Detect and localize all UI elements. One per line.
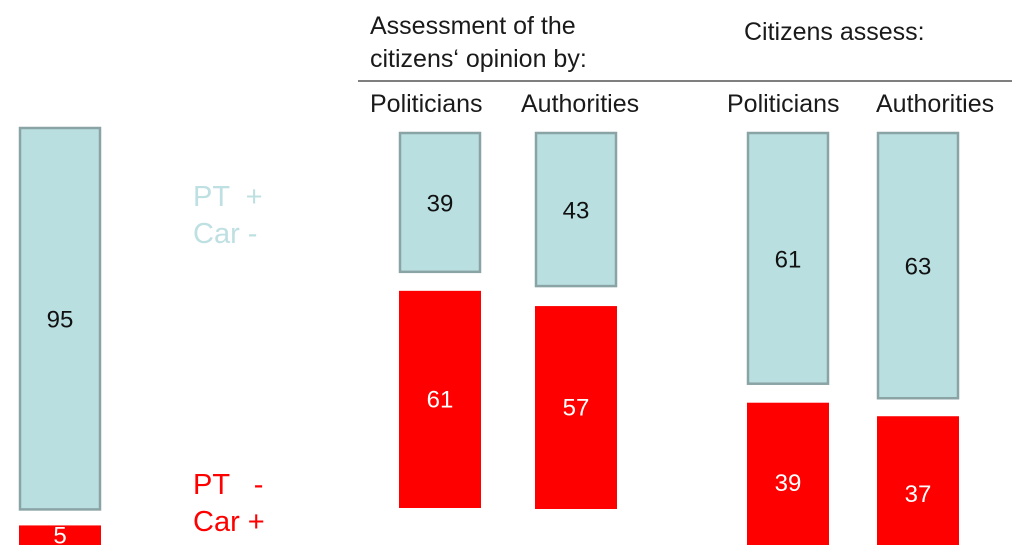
value-label-positive: 43 xyxy=(563,198,590,225)
value-label-positive: 95 xyxy=(47,307,74,334)
header-divider xyxy=(358,80,1012,82)
legend-negative-line1: PT - xyxy=(193,469,264,501)
bar-negative xyxy=(19,525,101,545)
bar-negative xyxy=(535,306,617,509)
column-label: Politicians xyxy=(370,90,483,118)
value-label-negative: 37 xyxy=(905,481,932,508)
legend-positive-line2: Car - xyxy=(193,218,258,250)
bar-negative xyxy=(399,290,481,508)
value-label-negative: 39 xyxy=(775,470,802,497)
column-label: Authorities xyxy=(521,90,640,118)
bar-positive xyxy=(398,131,482,274)
bar-positive xyxy=(534,131,618,288)
value-label-negative: 61 xyxy=(427,386,454,413)
bar-positive xyxy=(746,131,830,385)
value-label-positive: 61 xyxy=(775,246,802,273)
legend-positive-line1: PT + xyxy=(193,181,263,213)
bar-negative xyxy=(747,402,829,545)
value-label-positive: 39 xyxy=(427,190,454,217)
value-label-negative: 57 xyxy=(563,395,590,422)
value-label-negative: 5 xyxy=(53,522,66,545)
bar-positive xyxy=(18,126,102,511)
value-label-positive: 63 xyxy=(905,254,932,281)
header-citizens-assess: Citizens assess: xyxy=(744,18,925,46)
header-assessment-line2: citizens‘ opinion by: xyxy=(370,45,587,73)
column-label: Politicians xyxy=(727,90,840,118)
column-label: Authorities xyxy=(876,90,995,118)
header-assessment-line1: Assessment of the xyxy=(370,12,576,40)
bar-positive xyxy=(876,131,960,400)
bar-negative xyxy=(877,416,959,545)
legend-negative-line2: Car + xyxy=(193,506,265,538)
